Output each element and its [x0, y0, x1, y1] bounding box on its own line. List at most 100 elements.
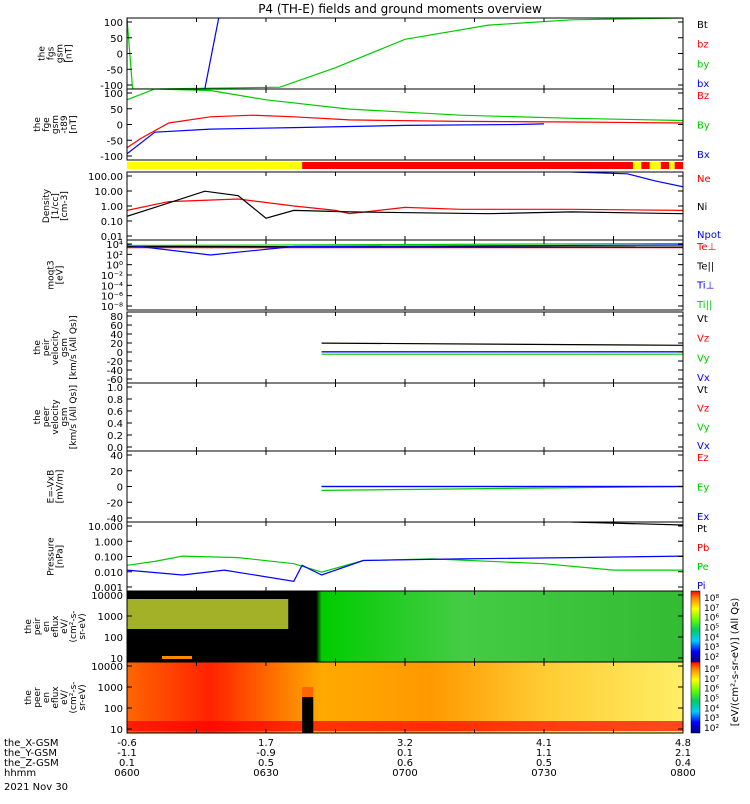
y-axis-label: E=-VxB — [47, 470, 57, 504]
y-axis-label: eV/ — [60, 618, 70, 634]
y-tick-label: 10² — [106, 250, 123, 261]
y-tick-label: -50 — [107, 136, 123, 147]
y-tick-label: 10.000 — [88, 522, 123, 533]
series-line-Ni — [127, 190, 683, 219]
x-axis-value: -0.6 — [117, 738, 137, 749]
y-tick-label: -40 — [107, 514, 123, 525]
y-axis-label: en — [42, 692, 52, 703]
y-axis-label: the — [33, 117, 43, 132]
y-tick-label: 10⁴ — [106, 240, 123, 251]
x-axis-value: 0730 — [531, 768, 556, 779]
legend-entry: Te⊥ — [696, 242, 716, 253]
y-axis-label: gsm — [51, 115, 61, 134]
panel-frame — [126, 382, 684, 452]
colorbar-tick: 10⁶ — [704, 614, 719, 624]
series-line-Bz — [127, 114, 683, 149]
colorbar-tick: 10² — [704, 653, 719, 663]
x-axis-value: 0.6 — [397, 758, 413, 769]
series-line-Bx — [127, 123, 545, 155]
colorbar-label: [eV/(cm²-s-sr-eV)] (All Qs) — [730, 598, 741, 727]
series-line-bx — [204, 18, 220, 89]
x-axis-value: 4.8 — [675, 738, 691, 749]
y-tick-label: 0.10 — [101, 217, 123, 228]
y-tick-label: 0.8 — [107, 395, 123, 406]
y-tick-label: 10000 — [91, 662, 123, 673]
y-tick-label: 10⁻⁴ — [101, 281, 123, 292]
y-tick-label: 50 — [110, 105, 123, 116]
y-tick-label: -20 — [107, 357, 123, 368]
y-tick-label: 100 — [104, 89, 123, 100]
mode-bar-segment — [660, 162, 670, 169]
y-tick-label: 100 — [104, 633, 123, 644]
y-tick-label: 100.00 — [88, 172, 123, 183]
series-line-Ey — [321, 485, 683, 491]
legend-entry: Pt — [697, 524, 707, 535]
y-axis-label: [eV] — [56, 266, 66, 285]
y-axis-label: moqt3 — [47, 260, 57, 289]
y-tick-label: 10⁻⁸ — [101, 302, 123, 313]
y-axis-label: the — [24, 619, 34, 634]
series-group — [127, 522, 683, 582]
y-axis-label: fge — [42, 117, 52, 132]
x-axis-value: 0.4 — [675, 758, 691, 769]
y-axis-label: (cm²-s- — [69, 681, 79, 713]
y-axis-label: [km/s (All Qs)] — [69, 385, 79, 449]
series-line-Te|| — [127, 245, 683, 248]
y-axis-label: [nT] — [65, 44, 75, 62]
x-axis-value: -1.1 — [117, 748, 137, 759]
legend-entry: Ez — [697, 453, 709, 464]
y-tick-label: 20 — [110, 339, 123, 350]
y-tick-label: 1.0 — [107, 383, 123, 394]
y-axis-label: eV/ — [60, 689, 70, 705]
series-line-Pi — [127, 555, 683, 582]
y-axis-label: the — [24, 690, 34, 705]
legend-entry: Vx — [697, 373, 710, 384]
legend-entry: By — [697, 121, 710, 132]
colorbar — [690, 590, 701, 663]
x-axis-value: 3.2 — [397, 738, 413, 749]
series-group — [127, 242, 683, 256]
y-tick-label: 0.0 — [107, 443, 123, 454]
x-axis-value: 0.5 — [258, 758, 274, 769]
legend-entry: Vt — [697, 314, 708, 325]
y-axis-label: peer — [42, 406, 52, 427]
y-axis-label: gsm — [56, 44, 66, 63]
plot-title: P4 (TH-E) fields and ground moments over… — [258, 2, 542, 16]
legend-entry: Vz — [697, 404, 709, 415]
x-axis-value: 2.1 — [675, 748, 691, 759]
y-tick-label: 10⁻² — [101, 271, 123, 282]
legend-entry: Ey — [697, 483, 709, 494]
colorbar-tick: 10³ — [704, 643, 719, 653]
y-axis-label: Density — [42, 188, 52, 223]
y-tick-label: 0.4 — [107, 419, 123, 430]
panel-frame — [126, 17, 684, 90]
y-tick-label: -20 — [107, 498, 123, 509]
y-axis-label: gsm — [60, 338, 70, 357]
legend-entry: by — [697, 59, 709, 70]
series-group — [127, 18, 683, 89]
y-axis-label: [1/cc] — [51, 193, 61, 219]
y-tick-label: 40 — [110, 451, 123, 462]
y-tick-label: 0.001 — [94, 583, 123, 594]
x-axis-row-label: the_Y-GSM — [4, 748, 57, 759]
y-axis-label: [mV/m] — [56, 470, 66, 504]
y-axis-label: (cm²-s- — [69, 610, 79, 642]
legend-entry: Ti⊥ — [696, 281, 714, 292]
y-tick-label: 0 — [117, 50, 123, 61]
x-axis-value: 0.1 — [397, 748, 413, 759]
legend-entry: Vz — [697, 334, 709, 345]
colorbar-tick: 10³ — [704, 714, 719, 724]
y-axis-label: sr-eV) — [78, 684, 88, 710]
y-tick-label: -50 — [107, 65, 123, 76]
spectrogram-band — [302, 687, 314, 697]
y-axis-label: the — [33, 409, 43, 424]
series-line-Ne — [127, 198, 683, 215]
mode-bar-segment — [302, 162, 633, 169]
y-axis-label: sr-eV) — [78, 613, 88, 639]
y-tick-label: 0.01 — [101, 232, 123, 243]
colorbar-tick: 10⁵ — [704, 695, 719, 705]
colorbar-tick: 10⁷ — [704, 675, 719, 685]
y-tick-label: 0.100 — [94, 553, 123, 564]
mode-bar-segment — [649, 162, 661, 169]
